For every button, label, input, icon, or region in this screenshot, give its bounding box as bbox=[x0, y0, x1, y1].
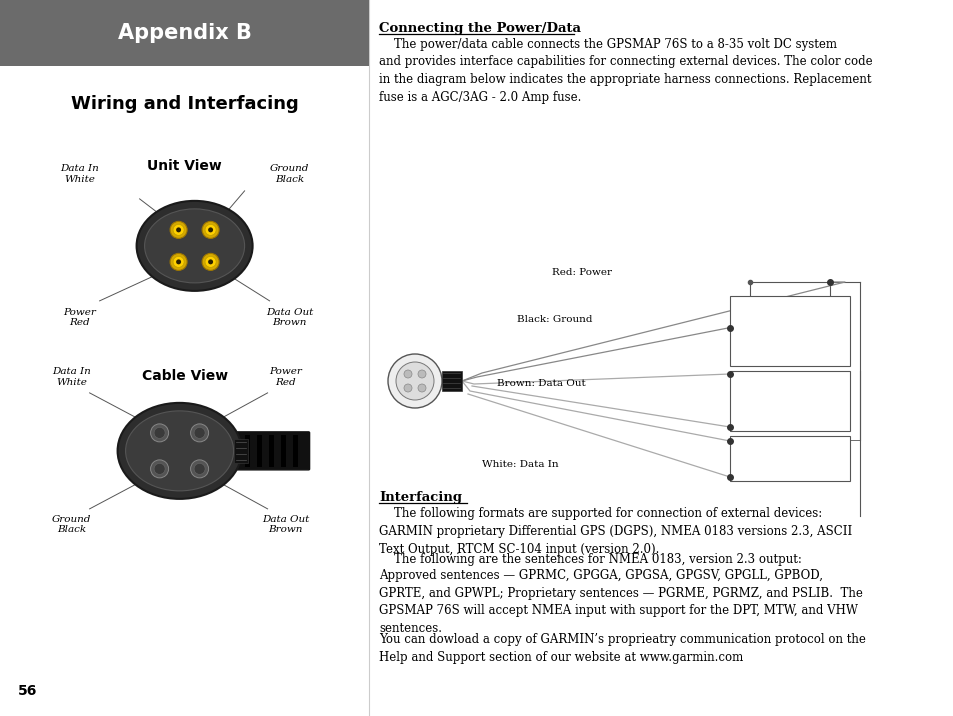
Text: Power
Red: Power Red bbox=[63, 308, 96, 327]
Circle shape bbox=[208, 259, 213, 264]
Bar bbox=[256, 435, 261, 467]
Text: The power/data cable connects the GPSMAP 76S to a 8-35 volt DC system
and provid: The power/data cable connects the GPSMAP… bbox=[378, 38, 872, 104]
Circle shape bbox=[191, 424, 209, 442]
Ellipse shape bbox=[126, 411, 233, 491]
Text: Ground
Black: Ground Black bbox=[51, 515, 91, 534]
Bar bbox=[729, 436, 849, 481]
Circle shape bbox=[176, 259, 181, 264]
Bar bbox=[0, 0, 369, 66]
Circle shape bbox=[172, 256, 184, 267]
Bar bbox=[233, 439, 248, 463]
Text: 8-35  volts DC: 8-35 volts DC bbox=[755, 349, 824, 359]
Ellipse shape bbox=[145, 209, 244, 283]
Bar bbox=[280, 435, 285, 467]
Circle shape bbox=[417, 370, 426, 378]
Text: Receiver: Receiver bbox=[751, 463, 795, 472]
Circle shape bbox=[176, 228, 181, 233]
Text: Autopilot/: Autopilot/ bbox=[765, 390, 814, 400]
Text: Blue: Blue bbox=[732, 471, 750, 479]
Circle shape bbox=[202, 253, 219, 271]
Text: Cable View: Cable View bbox=[141, 369, 228, 383]
Text: You can dowload a copy of GARMIN’s proprieatry communication protocol on the
Hel: You can dowload a copy of GARMIN’s propr… bbox=[378, 633, 865, 664]
Circle shape bbox=[172, 224, 184, 236]
Bar bbox=[729, 296, 849, 366]
FancyBboxPatch shape bbox=[235, 432, 310, 470]
Text: The following are the sentences for NMEA 0183, version 2.3 output:: The following are the sentences for NMEA… bbox=[378, 553, 801, 566]
Bar bbox=[293, 435, 297, 467]
Circle shape bbox=[403, 370, 412, 378]
Text: (-): (-) bbox=[741, 316, 752, 324]
Text: NMEA Device: NMEA Device bbox=[755, 404, 823, 412]
Text: Unit View: Unit View bbox=[147, 159, 222, 173]
Circle shape bbox=[388, 354, 441, 408]
Circle shape bbox=[154, 427, 165, 438]
Circle shape bbox=[395, 362, 434, 400]
Text: The following formats are supported for connection of external devices:: The following formats are supported for … bbox=[378, 507, 821, 520]
Circle shape bbox=[193, 463, 205, 475]
Text: Data Out
Brown: Data Out Brown bbox=[262, 515, 309, 534]
Circle shape bbox=[170, 253, 187, 271]
Text: Data Out
Brown: Data Out Brown bbox=[266, 308, 313, 327]
Text: Connecting the Power/Data: Connecting the Power/Data bbox=[378, 22, 580, 35]
Text: (+): (+) bbox=[824, 437, 837, 445]
Text: Power
Red: Power Red bbox=[269, 367, 302, 387]
Circle shape bbox=[417, 384, 426, 392]
Text: GBR 21/23: GBR 21/23 bbox=[760, 444, 819, 453]
Text: RXD: RXD bbox=[732, 418, 753, 427]
Text: RXD +: RXD + bbox=[732, 373, 763, 382]
Text: Brown: Data Out: Brown: Data Out bbox=[497, 379, 585, 388]
Text: Ground
Black: Ground Black bbox=[270, 165, 309, 184]
Bar bbox=[441, 371, 461, 391]
Bar bbox=[244, 435, 250, 467]
Text: Red: Power: Red: Power bbox=[552, 268, 612, 277]
Text: (-): (-) bbox=[735, 456, 745, 465]
Circle shape bbox=[403, 384, 412, 392]
Ellipse shape bbox=[117, 403, 241, 499]
Circle shape bbox=[151, 460, 169, 478]
Circle shape bbox=[170, 221, 187, 238]
Bar bbox=[269, 435, 274, 467]
Text: GARMIN proprietary Differential GPS (DGPS), NMEA 0183 versions 2.3, ASCII
Text O: GARMIN proprietary Differential GPS (DGP… bbox=[378, 525, 852, 556]
Text: Appendix B: Appendix B bbox=[117, 23, 252, 43]
Text: Black: Ground: Black: Ground bbox=[517, 314, 592, 324]
Text: (+): (+) bbox=[811, 316, 827, 324]
Bar bbox=[729, 371, 849, 431]
Circle shape bbox=[208, 228, 213, 233]
Text: Beacon: Beacon bbox=[751, 452, 787, 461]
Text: Interfacing: Interfacing bbox=[378, 491, 461, 504]
Text: Approved sentences — GPRMC, GPGGA, GPGSA, GPGSV, GPGLL, GPBOD,
GPRTE, and GPWPL;: Approved sentences — GPRMC, GPGGA, GPGSA… bbox=[378, 569, 862, 634]
Text: White: Data In: White: Data In bbox=[481, 460, 558, 469]
Text: Wiring and Interfacing: Wiring and Interfacing bbox=[71, 95, 298, 113]
Circle shape bbox=[193, 427, 205, 438]
Circle shape bbox=[202, 221, 219, 238]
Text: Data In
White: Data In White bbox=[60, 165, 99, 184]
Text: Data In
White: Data In White bbox=[52, 367, 91, 387]
Ellipse shape bbox=[136, 201, 253, 291]
Text: 56: 56 bbox=[18, 684, 37, 698]
Circle shape bbox=[151, 424, 169, 442]
Text: Brown: Brown bbox=[732, 437, 758, 445]
Circle shape bbox=[191, 460, 209, 478]
Circle shape bbox=[154, 463, 165, 475]
Circle shape bbox=[205, 224, 216, 236]
Circle shape bbox=[205, 256, 216, 267]
